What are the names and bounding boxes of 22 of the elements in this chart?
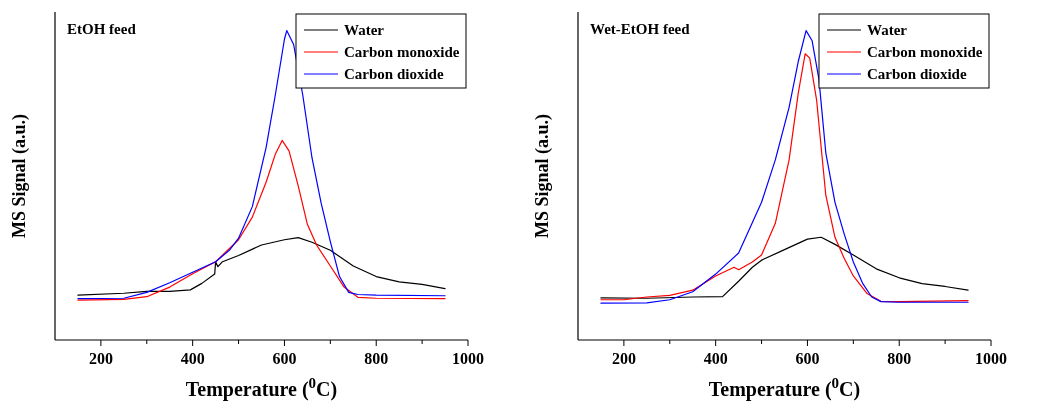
x-tick-label: 600 [272, 350, 297, 367]
x-tick-label: 200 [88, 350, 113, 367]
x-tick-label: 800 [364, 350, 389, 367]
y-axis-title: MS Signal (a.u.) [532, 113, 553, 239]
x-tick-label: 1000 [452, 350, 484, 367]
x-tick-label: 800 [887, 350, 912, 367]
x-axis-title: Temperature ($^{0}$C) [708, 375, 861, 401]
x-tick-label: 1000 [975, 350, 1007, 367]
x-tick-label: 400 [180, 350, 205, 367]
legend-label: Carbon monoxide [867, 44, 983, 60]
x-tick-label: 200 [611, 350, 636, 367]
x-axis-title: Temperature ($^{0}$C) [185, 375, 338, 401]
x-tick-label: 600 [795, 350, 820, 367]
legend-label: Water [867, 22, 908, 38]
legend-label: Carbon dioxide [867, 66, 967, 82]
chart-title: Wet-EtOH feed [590, 21, 691, 37]
legend-label: Carbon dioxide [344, 66, 444, 82]
y-axis-title: MS Signal (a.u.) [9, 113, 30, 239]
legend-label: Water [344, 22, 385, 38]
chart-title: EtOH feed [67, 21, 137, 37]
legend-label: Carbon monoxide [344, 44, 460, 60]
x-tick-label: 400 [703, 350, 728, 367]
